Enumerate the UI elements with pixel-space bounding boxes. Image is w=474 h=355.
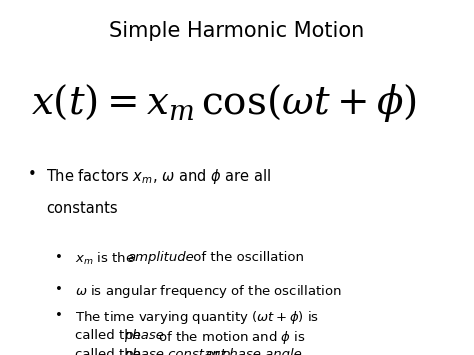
Text: amplitude: amplitude — [128, 251, 194, 264]
Text: constants: constants — [46, 201, 118, 216]
Text: •: • — [55, 251, 63, 264]
Text: The time varying quantity ($\omega t + \phi$) is: The time varying quantity ($\omega t + \… — [75, 309, 319, 326]
Text: •: • — [55, 309, 63, 322]
Text: Simple Harmonic Motion: Simple Harmonic Motion — [109, 21, 365, 41]
Text: •: • — [55, 283, 63, 296]
Text: $x_m$ is the: $x_m$ is the — [75, 251, 136, 267]
Text: of the motion and $\phi$ is: of the motion and $\phi$ is — [154, 329, 306, 346]
Text: $x(t) = x_m\,\cos(\omega t + \phi)$: $x(t) = x_m\,\cos(\omega t + \phi)$ — [30, 82, 416, 124]
Text: called the: called the — [75, 348, 146, 355]
Text: of the oscillation: of the oscillation — [189, 251, 304, 264]
Text: phase constant: phase constant — [124, 348, 226, 355]
Text: $\omega$ is angular frequency of the oscillation: $\omega$ is angular frequency of the osc… — [75, 283, 342, 300]
Text: •: • — [27, 167, 36, 182]
Text: The factors $x_m$, $\omega$ and $\phi$ are all: The factors $x_m$, $\omega$ and $\phi$ a… — [46, 167, 271, 186]
Text: phase angle: phase angle — [220, 348, 301, 355]
Text: phase: phase — [124, 329, 164, 342]
Text: or: or — [201, 348, 224, 355]
Text: called the: called the — [75, 329, 146, 342]
